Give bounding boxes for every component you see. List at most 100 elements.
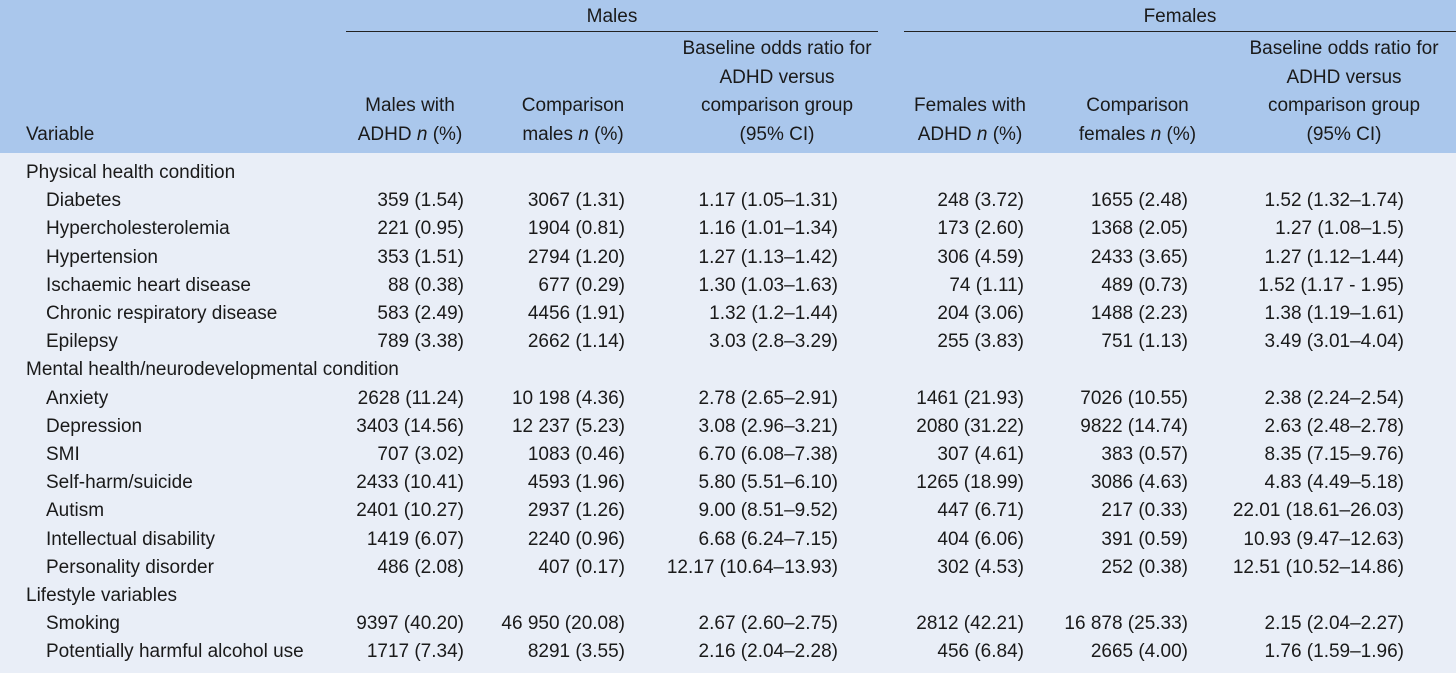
males-adhd-cell: 2401 (10.27) xyxy=(356,500,464,522)
females-adhd-cell: 2080 (31.22) xyxy=(916,415,1024,437)
females-comparison-cell: 1368 (2.05) xyxy=(1090,218,1188,240)
col-head-males-comparison: Comparison males n (%) xyxy=(503,92,643,149)
variable-label: Intellectual disability xyxy=(46,528,215,550)
females-adhd-cell: 2812 (42.21) xyxy=(916,613,1024,635)
col-head-line: Baseline odds ratio for xyxy=(682,38,872,59)
variable-label: Autism xyxy=(46,500,105,522)
group-label-females: Females xyxy=(1143,6,1217,27)
table-row: Intellectual disability 1419 (6.07) 2240 (… xyxy=(0,526,1456,554)
females-comparison-cell: 2665 (4.00) xyxy=(1090,641,1188,663)
table-row: Hypercholesterolemia 221 (0.95) 1904 (0.81… xyxy=(0,215,1456,243)
variable-label: Epilepsy xyxy=(46,331,118,353)
females-adhd-cell: 456 (6.84) xyxy=(937,641,1024,663)
females-adhd-cell: 302 (4.53) xyxy=(937,556,1024,578)
females-adhd-cell: 204 (3.06) xyxy=(937,303,1024,324)
table-row: SMI 707 (3.02) 1083 (0.46) 6.70 (6.08–7.38)… xyxy=(0,441,1456,469)
col-head-females-adhd: Females with ADHD n (%) xyxy=(900,92,1040,149)
variable-label: Self-harm/suicide xyxy=(46,472,193,494)
variable-label: Chronic respiratory disease xyxy=(46,303,278,324)
females-or-cell: 1.52 (1.32–1.74) xyxy=(1264,190,1404,212)
females-adhd-cell: 1265 (18.99) xyxy=(916,472,1024,494)
table-row: Anxiety 2628 (11.24) 10 198 (4.36) 2.78 (2.… xyxy=(0,385,1456,413)
col-head-line: Comparison xyxy=(1086,95,1189,116)
females-comparison-cell: 383 (0.57) xyxy=(1101,444,1188,465)
females-or-cell: 2.38 (2.24–2.54) xyxy=(1264,387,1404,409)
males-adhd-cell: 1717 (7.34) xyxy=(366,641,464,663)
col-head-variable: Variable xyxy=(26,123,95,145)
section-row: Physical health condition xyxy=(0,159,1456,187)
col-head-line: Comparison xyxy=(521,95,625,116)
col-head-line: (95% CI) xyxy=(1306,123,1382,145)
section-label: Physical health condition xyxy=(26,162,236,183)
table-row: Chronic respiratory disease 583 (2.49) 445… xyxy=(0,300,1456,328)
variable-label: Personality disorder xyxy=(46,556,214,578)
males-adhd-cell: 221 (0.95) xyxy=(377,218,464,240)
females-comparison-cell: 9822 (14.74) xyxy=(1080,415,1188,437)
males-or-cell: 6.70 (6.08–7.38) xyxy=(698,444,838,465)
females-or-cell: 1.52 (1.17 - 1.95) xyxy=(1258,274,1404,296)
males-comparison-cell: 46 950 (20.08) xyxy=(501,613,625,635)
males-or-cell: 9.00 (8.51–9.52) xyxy=(698,500,838,522)
females-comparison-cell: 391 (0.59) xyxy=(1101,528,1188,550)
variable-label: Hypercholesterolemia xyxy=(46,218,230,240)
males-comparison-cell: 2937 (1.26) xyxy=(527,500,625,522)
col-head-line: ADHD n (%) xyxy=(917,123,1023,145)
variable-label: Potentially harmful alcohol use xyxy=(46,641,304,663)
col-head-line: (95% CI) xyxy=(739,123,815,145)
males-comparison-cell: 4456 (1.91) xyxy=(527,303,625,324)
females-or-cell: 2.63 (2.48–2.78) xyxy=(1264,415,1404,437)
col-head-line: Males with xyxy=(365,95,455,116)
variable-label: Hypertension xyxy=(46,246,158,268)
table-row: Personality disorder 486 (2.08) 407 (0.17)… xyxy=(0,554,1456,582)
females-or-cell: 1.27 (1.08–1.5) xyxy=(1275,218,1404,240)
males-adhd-cell: 486 (2.08) xyxy=(377,556,464,578)
males-adhd-cell: 1419 (6.07) xyxy=(366,528,464,550)
males-or-cell: 6.68 (6.24–7.15) xyxy=(698,528,838,550)
table-row: Diabetes 359 (1.54) 3067 (1.31) 1.17 (1.05–… xyxy=(0,187,1456,215)
males-adhd-cell: 583 (2.49) xyxy=(377,303,464,324)
females-or-cell: 10.93 (9.47–12.63) xyxy=(1243,528,1404,550)
males-adhd-cell: 359 (1.54) xyxy=(377,190,464,212)
males-or-cell: 2.78 (2.65–2.91) xyxy=(698,387,838,409)
males-or-cell: 1.16 (1.01–1.34) xyxy=(698,218,838,240)
females-adhd-cell: 447 (6.71) xyxy=(937,500,1024,522)
variable-label: Diabetes xyxy=(46,190,121,212)
group-label-males: Males xyxy=(586,6,638,27)
col-head-line: males n (%) xyxy=(522,123,624,145)
col-head-line: Females with xyxy=(914,95,1026,116)
variable-label: Smoking xyxy=(46,613,120,635)
table-row: Potentially harmful alcohol use 1717 (7.3… xyxy=(0,638,1456,666)
table-row: Ischaemic heart disease 88 (0.38) 677 (0.2… xyxy=(0,272,1456,300)
males-adhd-cell: 3403 (14.56) xyxy=(356,415,464,437)
females-or-cell: 22.01 (18.61–26.03) xyxy=(1232,500,1404,522)
females-adhd-cell: 173 (2.60) xyxy=(937,218,1024,240)
males-adhd-cell: 88 (0.38) xyxy=(387,274,464,296)
col-head-females-comparison: Comparison females n (%) xyxy=(1065,92,1210,149)
col-head-line: females n (%) xyxy=(1078,123,1197,145)
col-head-line: comparison group xyxy=(1267,95,1421,116)
females-or-cell: 3.49 (3.01–4.04) xyxy=(1264,331,1404,353)
variable-label: Anxiety xyxy=(46,387,109,409)
females-comparison-cell: 217 (0.33) xyxy=(1101,500,1188,522)
males-or-cell: 3.03 (2.8–3.29) xyxy=(709,331,838,353)
females-comparison-cell: 252 (0.38) xyxy=(1101,556,1188,578)
males-comparison-cell: 12 237 (5.23) xyxy=(511,415,625,437)
males-comparison-cell: 2240 (0.96) xyxy=(527,528,625,550)
males-comparison-cell: 4593 (1.96) xyxy=(527,472,625,494)
table-row: Depression 3403 (14.56) 12 237 (5.23) 3.08 … xyxy=(0,413,1456,441)
females-or-cell: 2.15 (2.04–2.27) xyxy=(1264,613,1404,635)
females-adhd-cell: 306 (4.59) xyxy=(937,246,1024,268)
females-adhd-cell: 1461 (21.93) xyxy=(916,387,1024,409)
section-label: Lifestyle variables xyxy=(26,585,178,606)
variable-label: Depression xyxy=(46,415,143,437)
section-row: Lifestyle variables xyxy=(0,582,1456,610)
males-adhd-cell: 707 (3.02) xyxy=(377,444,464,465)
males-adhd-cell: 9397 (40.20) xyxy=(356,613,464,635)
col-head-line: ADHD versus xyxy=(719,66,835,88)
col-head-males-adhd: Males with ADHD n (%) xyxy=(345,92,475,149)
females-or-cell: 1.76 (1.59–1.96) xyxy=(1264,641,1404,663)
females-or-cell: 4.83 (4.49–5.18) xyxy=(1264,472,1404,494)
col-head-line: comparison group xyxy=(700,95,854,116)
males-comparison-cell: 1904 (0.81) xyxy=(527,218,625,240)
